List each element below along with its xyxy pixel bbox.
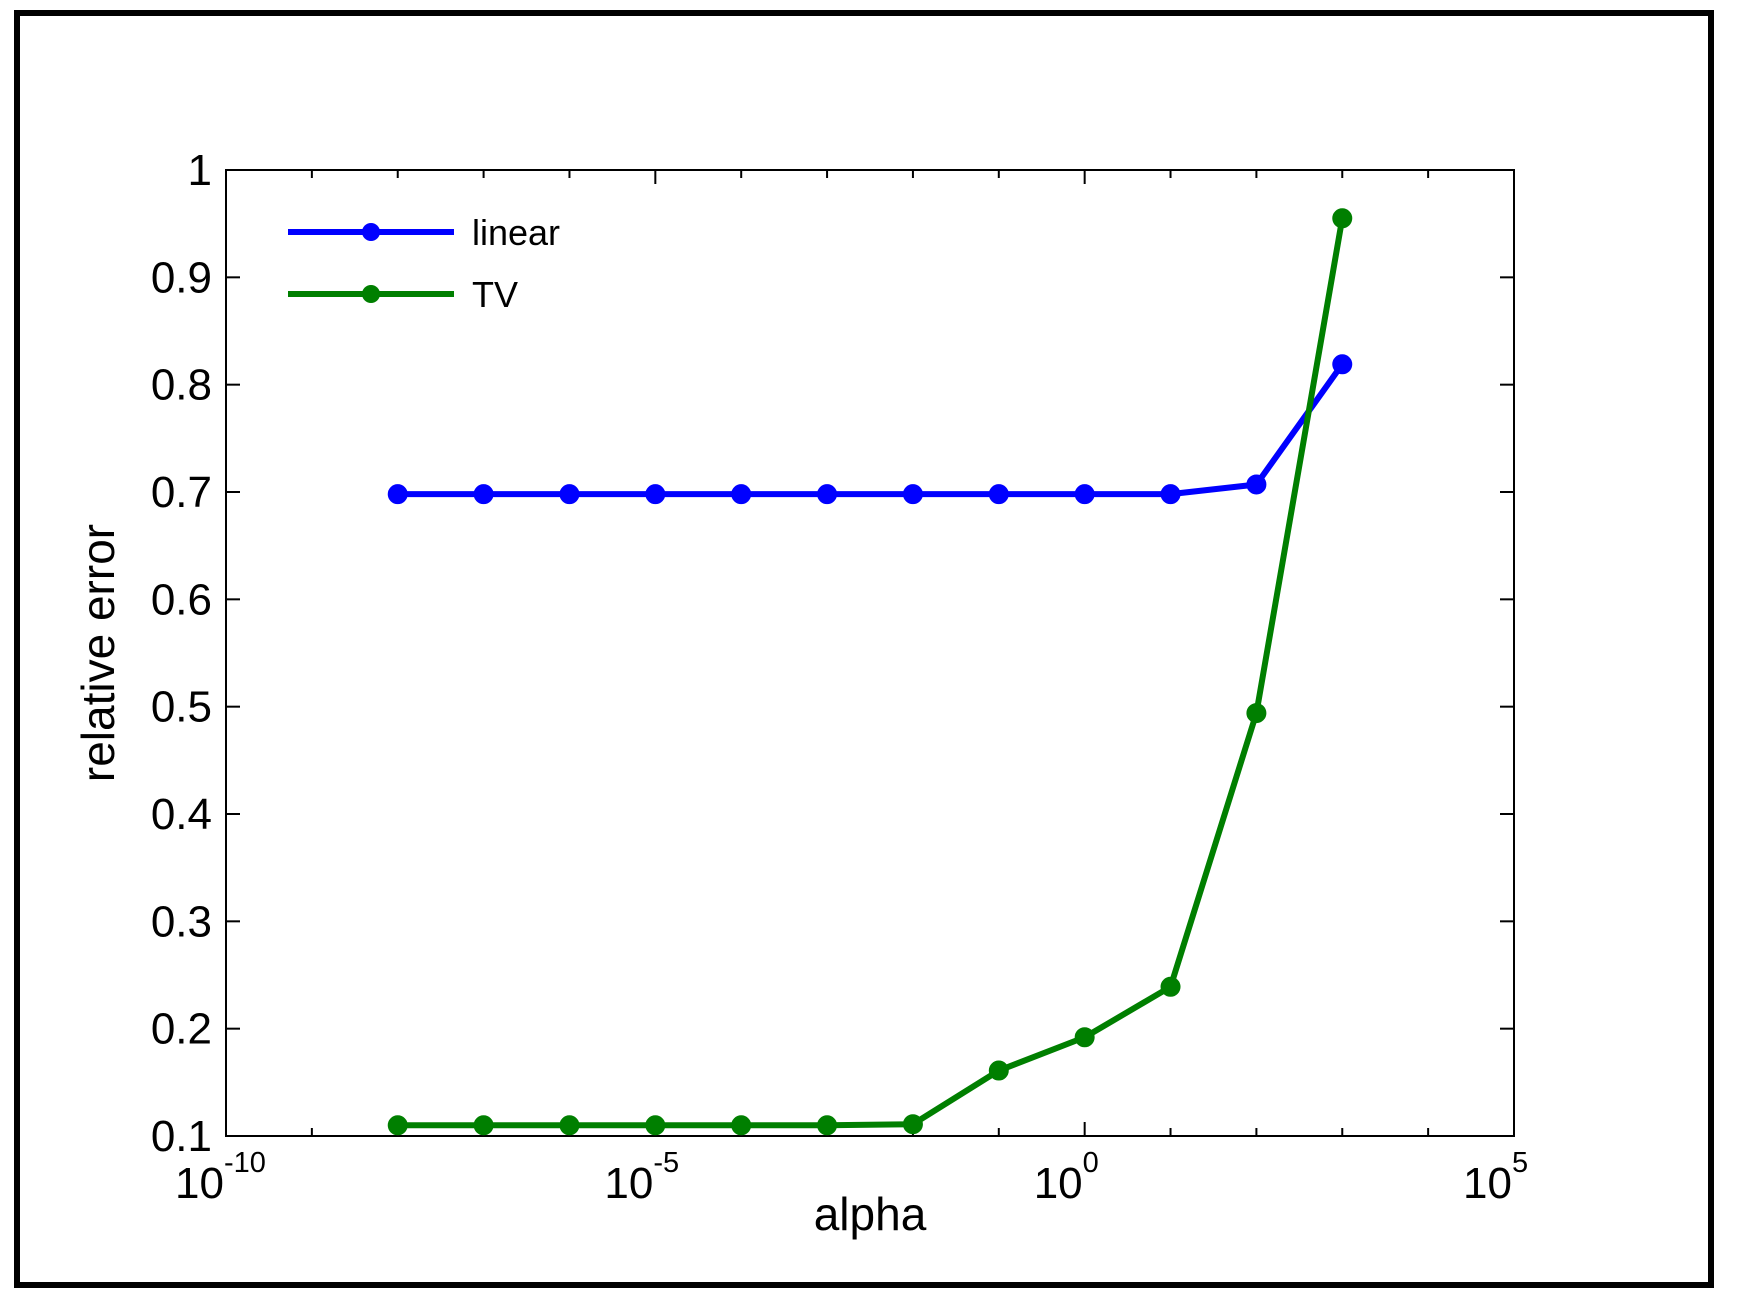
data-point — [645, 1115, 666, 1136]
y-tick-label: 0.3 — [151, 897, 212, 946]
data-point — [1160, 976, 1181, 997]
data-point — [902, 484, 923, 505]
y-tick-label: 1 — [188, 146, 212, 195]
x-tick-exponent: -5 — [653, 1147, 679, 1179]
data-point — [731, 1115, 752, 1136]
x-tick-label: 10 5 — [1463, 1147, 1528, 1208]
data-point — [1074, 1027, 1095, 1048]
legend-marker — [362, 223, 380, 241]
data-point — [559, 484, 580, 505]
x-tick-base: 10 — [175, 1159, 224, 1208]
data-point — [902, 1114, 923, 1135]
data-point — [988, 484, 1009, 505]
y-tick-label: 0.4 — [151, 790, 212, 839]
data-point — [1160, 484, 1181, 505]
legend-marker — [362, 285, 380, 303]
y-axis-label: relative error — [72, 524, 124, 782]
data-point — [988, 1060, 1009, 1081]
data-point — [387, 1115, 408, 1136]
y-tick-label: 0.5 — [151, 683, 212, 732]
series-line — [397, 217, 1346, 1129]
x-tick-label: 10 -5 — [604, 1147, 679, 1208]
data-point — [817, 1115, 838, 1136]
x-tick-exponent: 5 — [1512, 1147, 1528, 1179]
data-point — [473, 1115, 494, 1136]
x-axis-label: alpha — [814, 1188, 927, 1240]
data-point — [1332, 208, 1353, 229]
x-tick-label: 10 -10 — [175, 1147, 266, 1208]
series-tv — [387, 208, 1353, 1136]
legend-entry-linear: linear — [288, 212, 560, 253]
legend: linear TV — [288, 212, 560, 315]
data-point — [731, 484, 752, 505]
data-point — [645, 484, 666, 505]
y-tick-label: 0.7 — [151, 468, 212, 517]
x-tick-base: 10 — [604, 1159, 653, 1208]
data-point — [817, 484, 838, 505]
data-point — [387, 484, 408, 505]
data-point — [1246, 474, 1267, 495]
series-linear — [387, 354, 1353, 505]
x-tick-exponent: 0 — [1083, 1147, 1099, 1179]
legend-label: linear — [472, 212, 560, 253]
x-tick-exponent: -10 — [224, 1147, 266, 1179]
data-point — [1332, 354, 1353, 375]
y-tick-label: 0.1 — [151, 1112, 212, 1161]
x-tick-label: 10 0 — [1034, 1147, 1099, 1208]
data-point — [559, 1115, 580, 1136]
data-point — [1246, 703, 1267, 724]
y-tick-label: 0.6 — [151, 575, 212, 624]
y-tick-label: 0.2 — [151, 1005, 212, 1054]
plot-area — [225, 169, 1515, 1137]
series-layer — [387, 208, 1353, 1136]
data-point — [473, 484, 494, 505]
y-tick-label: 0.8 — [151, 361, 212, 410]
legend-entry-tv: TV — [288, 274, 518, 315]
y-tick-label: 0.9 — [151, 253, 212, 302]
legend-label: TV — [472, 274, 518, 315]
x-tick-base: 10 — [1034, 1159, 1083, 1208]
data-point — [1074, 484, 1095, 505]
x-tick-base: 10 — [1463, 1159, 1512, 1208]
series-line — [397, 362, 1345, 498]
